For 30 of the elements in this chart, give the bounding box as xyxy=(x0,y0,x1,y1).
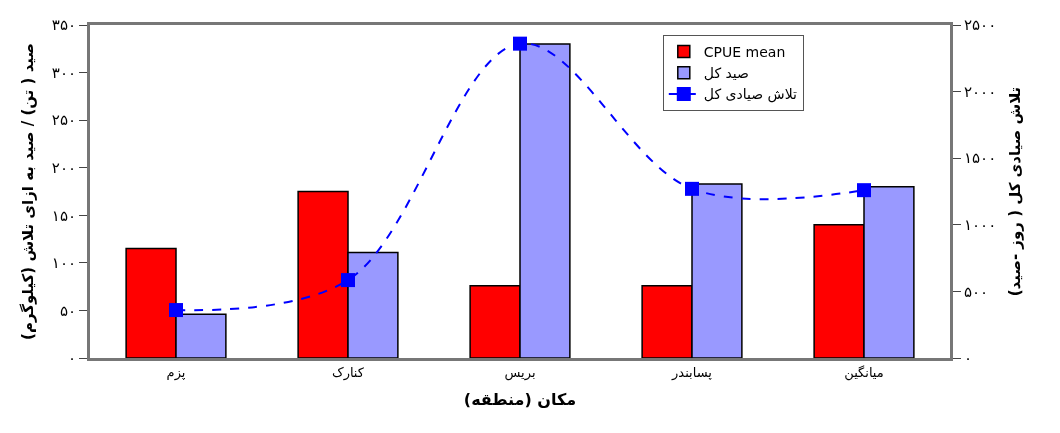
y-tick-label: ۳۰۰ xyxy=(51,63,76,82)
x-tick-label: میانگین xyxy=(844,364,884,381)
y-tick-label: ۵۰ xyxy=(59,301,76,320)
y-tick-label: ۲۵۰ xyxy=(51,111,76,130)
y2-tick-label: ۲۵۰۰ xyxy=(964,16,997,35)
y2-tick-label: ۵۰۰ xyxy=(964,282,989,301)
y-tick-label: ۰ xyxy=(67,349,76,368)
x-tick-label: بریس xyxy=(504,364,536,381)
y-tick-label: ۱۵۰ xyxy=(51,206,76,225)
point xyxy=(169,303,183,318)
legend-label: صید کل xyxy=(703,65,749,82)
y2-tick-label: ۰ xyxy=(964,349,973,368)
x-axis-title: مکان (منطقه) xyxy=(463,390,577,410)
y2-axis-title: تلاش صیادی کل ( روز -صید) xyxy=(1006,86,1025,297)
legend-label: تلاش صیادی کل xyxy=(703,86,797,104)
x-tick-label: پزم xyxy=(166,364,186,381)
y-tick-label: ۱۰۰ xyxy=(51,254,76,273)
point xyxy=(513,36,527,51)
legend-label: CPUE mean xyxy=(703,44,786,61)
point xyxy=(685,181,699,196)
point xyxy=(857,183,871,198)
x-tick-label: کنارک xyxy=(332,364,365,381)
x-tick-label: پسابندر xyxy=(671,364,713,381)
point xyxy=(341,273,355,288)
y2-tick-label: ۲۰۰۰ xyxy=(964,82,997,101)
y2-tick-label: ۱۰۰۰ xyxy=(964,216,997,235)
y-axis-title: صید ( تن) / صید به ازای تلاش (کیلوگرم) xyxy=(19,43,38,340)
y2-tick-label: ۱۵۰۰ xyxy=(964,149,997,168)
y-tick-label: ۳۵۰ xyxy=(51,16,76,35)
y-tick-label: ۲۰۰ xyxy=(51,158,76,177)
